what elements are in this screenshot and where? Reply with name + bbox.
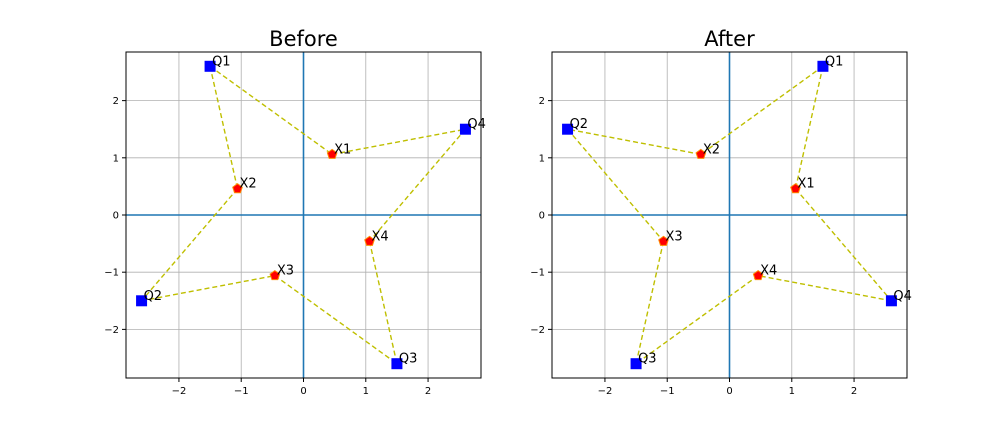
x-tick-label: −1 [660, 386, 675, 397]
point-x1 [326, 148, 338, 159]
chart-panel-2: After −2 −1 0 1 2 −2 −1 0 1 2 Q1 Q2 Q3 Q4 X1 X2 X3 X4 [530, 27, 912, 397]
point-q1 [817, 60, 829, 72]
edge-x3-q3 [635, 241, 665, 364]
y-tick-label: 1 [113, 153, 119, 164]
point-q3 [391, 358, 403, 370]
y-tick-label: −2 [104, 325, 119, 336]
x-tick-label: 1 [363, 386, 369, 397]
point-label-q2: Q2 [570, 117, 589, 132]
point-label-q3: Q3 [399, 352, 418, 367]
point-label-x3: X3 [665, 229, 682, 244]
y-tick-label: 1 [539, 153, 545, 164]
edge-q1-x1 [794, 66, 824, 189]
edge-q4-x4 [758, 274, 892, 302]
point-x3 [269, 270, 281, 281]
x-tick-label: 0 [726, 386, 732, 397]
point-label-q3: Q3 [638, 352, 657, 367]
point-x3 [658, 235, 669, 246]
point-q4 [459, 123, 471, 135]
point-label-q4: Q4 [893, 289, 912, 304]
y-tick-label: −1 [104, 268, 119, 279]
edge-q4-x4 [368, 128, 466, 242]
chart-title: After [704, 27, 755, 51]
x-tick-label: −2 [172, 386, 187, 397]
chart-title: Before [269, 27, 338, 51]
x-tick-label: −1 [234, 386, 249, 397]
point-label-x4: X4 [760, 264, 777, 279]
point-label-q2: Q2 [144, 289, 163, 304]
point-q4 [885, 295, 897, 307]
x-tick-label: −2 [598, 386, 613, 397]
x-tick-label: 1 [789, 386, 795, 397]
edge-x4-q3 [635, 275, 759, 365]
point-label-x2: X2 [239, 177, 256, 192]
point-x1 [790, 183, 801, 194]
edge-q2-x3 [567, 128, 665, 242]
point-label-q1: Q1 [212, 54, 231, 69]
point-x4 [752, 270, 764, 281]
point-label-x1: X1 [334, 142, 351, 157]
chart-panel-1: Before −2 −1 0 1 2 −2 −1 0 1 2 Q1 Q2 Q3 Q4 X1 X2 X3 X4 [104, 27, 486, 397]
y-tick-label: −2 [530, 325, 545, 336]
point-x2 [695, 148, 707, 159]
x-tick-label: 2 [851, 386, 857, 397]
point-label-q4: Q4 [467, 117, 486, 132]
edge-x1-q4 [794, 188, 892, 302]
point-label-q1: Q1 [825, 54, 844, 69]
edge-x1-q4 [332, 128, 466, 156]
point-x2 [232, 183, 243, 194]
axes-frame [551, 51, 908, 379]
x-tick-label: 0 [300, 386, 306, 397]
edge-q2-x3 [141, 274, 275, 302]
y-tick-label: −1 [530, 268, 545, 279]
point-q1 [204, 60, 216, 72]
edge-x3-q3 [274, 275, 398, 365]
edge-x2-q2 [567, 128, 701, 156]
edge-q1-x2 [209, 66, 239, 189]
point-q2 [136, 295, 148, 307]
edge-x2-q2 [141, 188, 239, 302]
edge-x4-q3 [368, 241, 398, 364]
x-tick-label: 2 [425, 386, 431, 397]
y-tick-label: 0 [539, 211, 545, 222]
point-label-x4: X4 [372, 229, 389, 244]
point-label-x3: X3 [277, 264, 294, 279]
axes-frame [125, 51, 482, 379]
point-q2 [562, 123, 574, 135]
point-label-x1: X1 [798, 177, 815, 192]
point-q3 [630, 358, 642, 370]
point-x4 [364, 235, 375, 246]
y-tick-label: 0 [113, 211, 119, 222]
y-tick-label: 2 [113, 96, 119, 107]
point-label-x2: X2 [703, 142, 720, 157]
y-tick-label: 2 [539, 96, 545, 107]
edge-q1-x1 [209, 65, 333, 155]
edge-q1-x2 [700, 65, 824, 155]
